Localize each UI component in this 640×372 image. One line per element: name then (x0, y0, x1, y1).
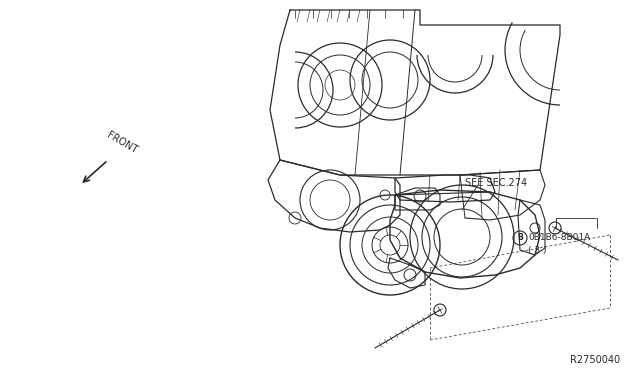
Text: 0B1B6-8B01A: 0B1B6-8B01A (528, 234, 590, 243)
Text: ( 3 ): ( 3 ) (528, 246, 547, 254)
Text: FRONT: FRONT (105, 130, 139, 155)
Text: R2750040: R2750040 (570, 355, 620, 365)
Text: B: B (517, 234, 523, 243)
Text: SEE SEC.274: SEE SEC.274 (465, 178, 527, 188)
